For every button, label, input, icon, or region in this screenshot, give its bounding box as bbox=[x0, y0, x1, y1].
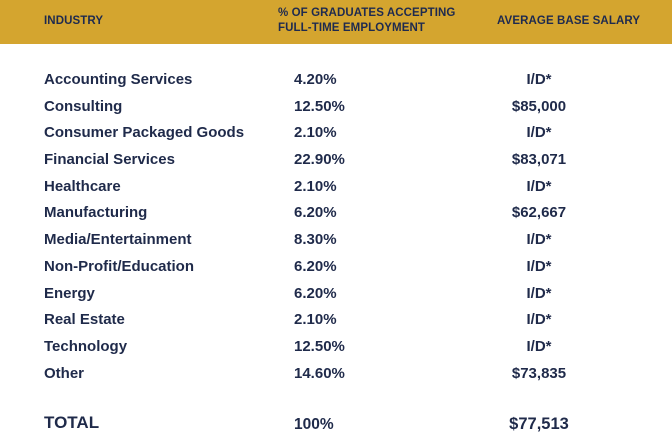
industry-cell: Real Estate bbox=[44, 311, 125, 329]
table-header: INDUSTRY % OF GRADUATES ACCEPTING FULL-T… bbox=[0, 0, 672, 44]
salary-cell: I/D* bbox=[526, 337, 552, 355]
table-row: Non-Profit/Education 6.20% I/D* bbox=[0, 254, 672, 281]
total-percent: 100% bbox=[294, 416, 334, 433]
total-label: TOTAL bbox=[44, 413, 100, 432]
table-row: Other 14.60% $73,835 bbox=[0, 361, 672, 388]
percent-cell: 12.50% bbox=[294, 337, 345, 355]
table-body: Accounting Services 4.20% I/D* Consultin… bbox=[0, 67, 672, 387]
percent-cell: 2.10% bbox=[294, 177, 337, 195]
table-row: Real Estate 2.10% I/D* bbox=[0, 307, 672, 334]
industry-cell: Energy bbox=[44, 284, 95, 302]
header-average-salary: AVERAGE BASE SALARY bbox=[497, 15, 641, 27]
salary-cell: $83,071 bbox=[511, 151, 567, 169]
table-row: Energy 6.20% I/D* bbox=[0, 281, 672, 308]
industry-cell: Other bbox=[44, 364, 85, 382]
percent-cell: 8.30% bbox=[294, 231, 337, 249]
total-row: TOTAL 100% $77,513 bbox=[0, 410, 672, 438]
salary-cell: $73,835 bbox=[511, 364, 567, 382]
percent-cell: 4.20% bbox=[294, 71, 337, 88]
salary-cell: $62,667 bbox=[511, 204, 567, 222]
percent-cell: 22.90% bbox=[294, 151, 345, 169]
header-industry: INDUSTRY bbox=[44, 15, 104, 27]
salary-cell: I/D* bbox=[526, 177, 552, 195]
salary-cell: I/D* bbox=[526, 257, 552, 275]
industry-cell: Consumer Packaged Goods bbox=[44, 124, 245, 142]
table-row: Technology 12.50% I/D* bbox=[0, 334, 672, 361]
table-row: Consumer Packaged Goods 2.10% I/D* bbox=[0, 120, 672, 147]
header-percent-line1: % OF GRADUATES ACCEPTING bbox=[278, 7, 456, 19]
table-row: Consulting 12.50% $85,000 bbox=[0, 94, 672, 121]
header-percent-accepting: % OF GRADUATES ACCEPTING FULL-TIME EMPLO… bbox=[278, 6, 455, 36]
table-row: Healthcare 2.10% I/D* bbox=[0, 174, 672, 201]
industry-cell: Manufacturing bbox=[44, 204, 148, 222]
industry-cell: Media/Entertainment bbox=[44, 231, 192, 249]
table-row: Media/Entertainment 8.30% I/D* bbox=[0, 227, 672, 254]
salary-cell: I/D* bbox=[526, 71, 552, 88]
total-salary: $77,513 bbox=[509, 415, 569, 433]
percent-cell: 12.50% bbox=[294, 97, 345, 115]
industry-cell: Financial Services bbox=[44, 151, 175, 169]
table-row: Manufacturing 6.20% $62,667 bbox=[0, 200, 672, 227]
header-percent-line2: FULL-TIME EMPLOYMENT bbox=[278, 22, 426, 34]
salary-cell: I/D* bbox=[526, 284, 552, 302]
percent-cell: 2.10% bbox=[294, 124, 337, 142]
table-row: Accounting Services 4.20% I/D* bbox=[0, 67, 672, 94]
percent-cell: 6.20% bbox=[294, 257, 337, 275]
percent-cell: 6.20% bbox=[294, 204, 337, 222]
salary-cell: $85,000 bbox=[511, 97, 567, 115]
industry-cell: Healthcare bbox=[44, 177, 121, 195]
industry-cell: Non-Profit/Education bbox=[44, 257, 194, 275]
table-row: Financial Services 22.90% $83,071 bbox=[0, 147, 672, 174]
industry-cell: Technology bbox=[44, 337, 128, 355]
salary-cell: I/D* bbox=[526, 311, 552, 329]
salary-cell: I/D* bbox=[526, 231, 552, 249]
salary-cell: I/D* bbox=[526, 124, 552, 142]
percent-cell: 14.60% bbox=[294, 364, 345, 382]
percent-cell: 2.10% bbox=[294, 311, 337, 329]
percent-cell: 6.20% bbox=[294, 284, 337, 302]
industry-cell: Consulting bbox=[44, 97, 123, 115]
industry-cell: Accounting Services bbox=[44, 71, 193, 88]
